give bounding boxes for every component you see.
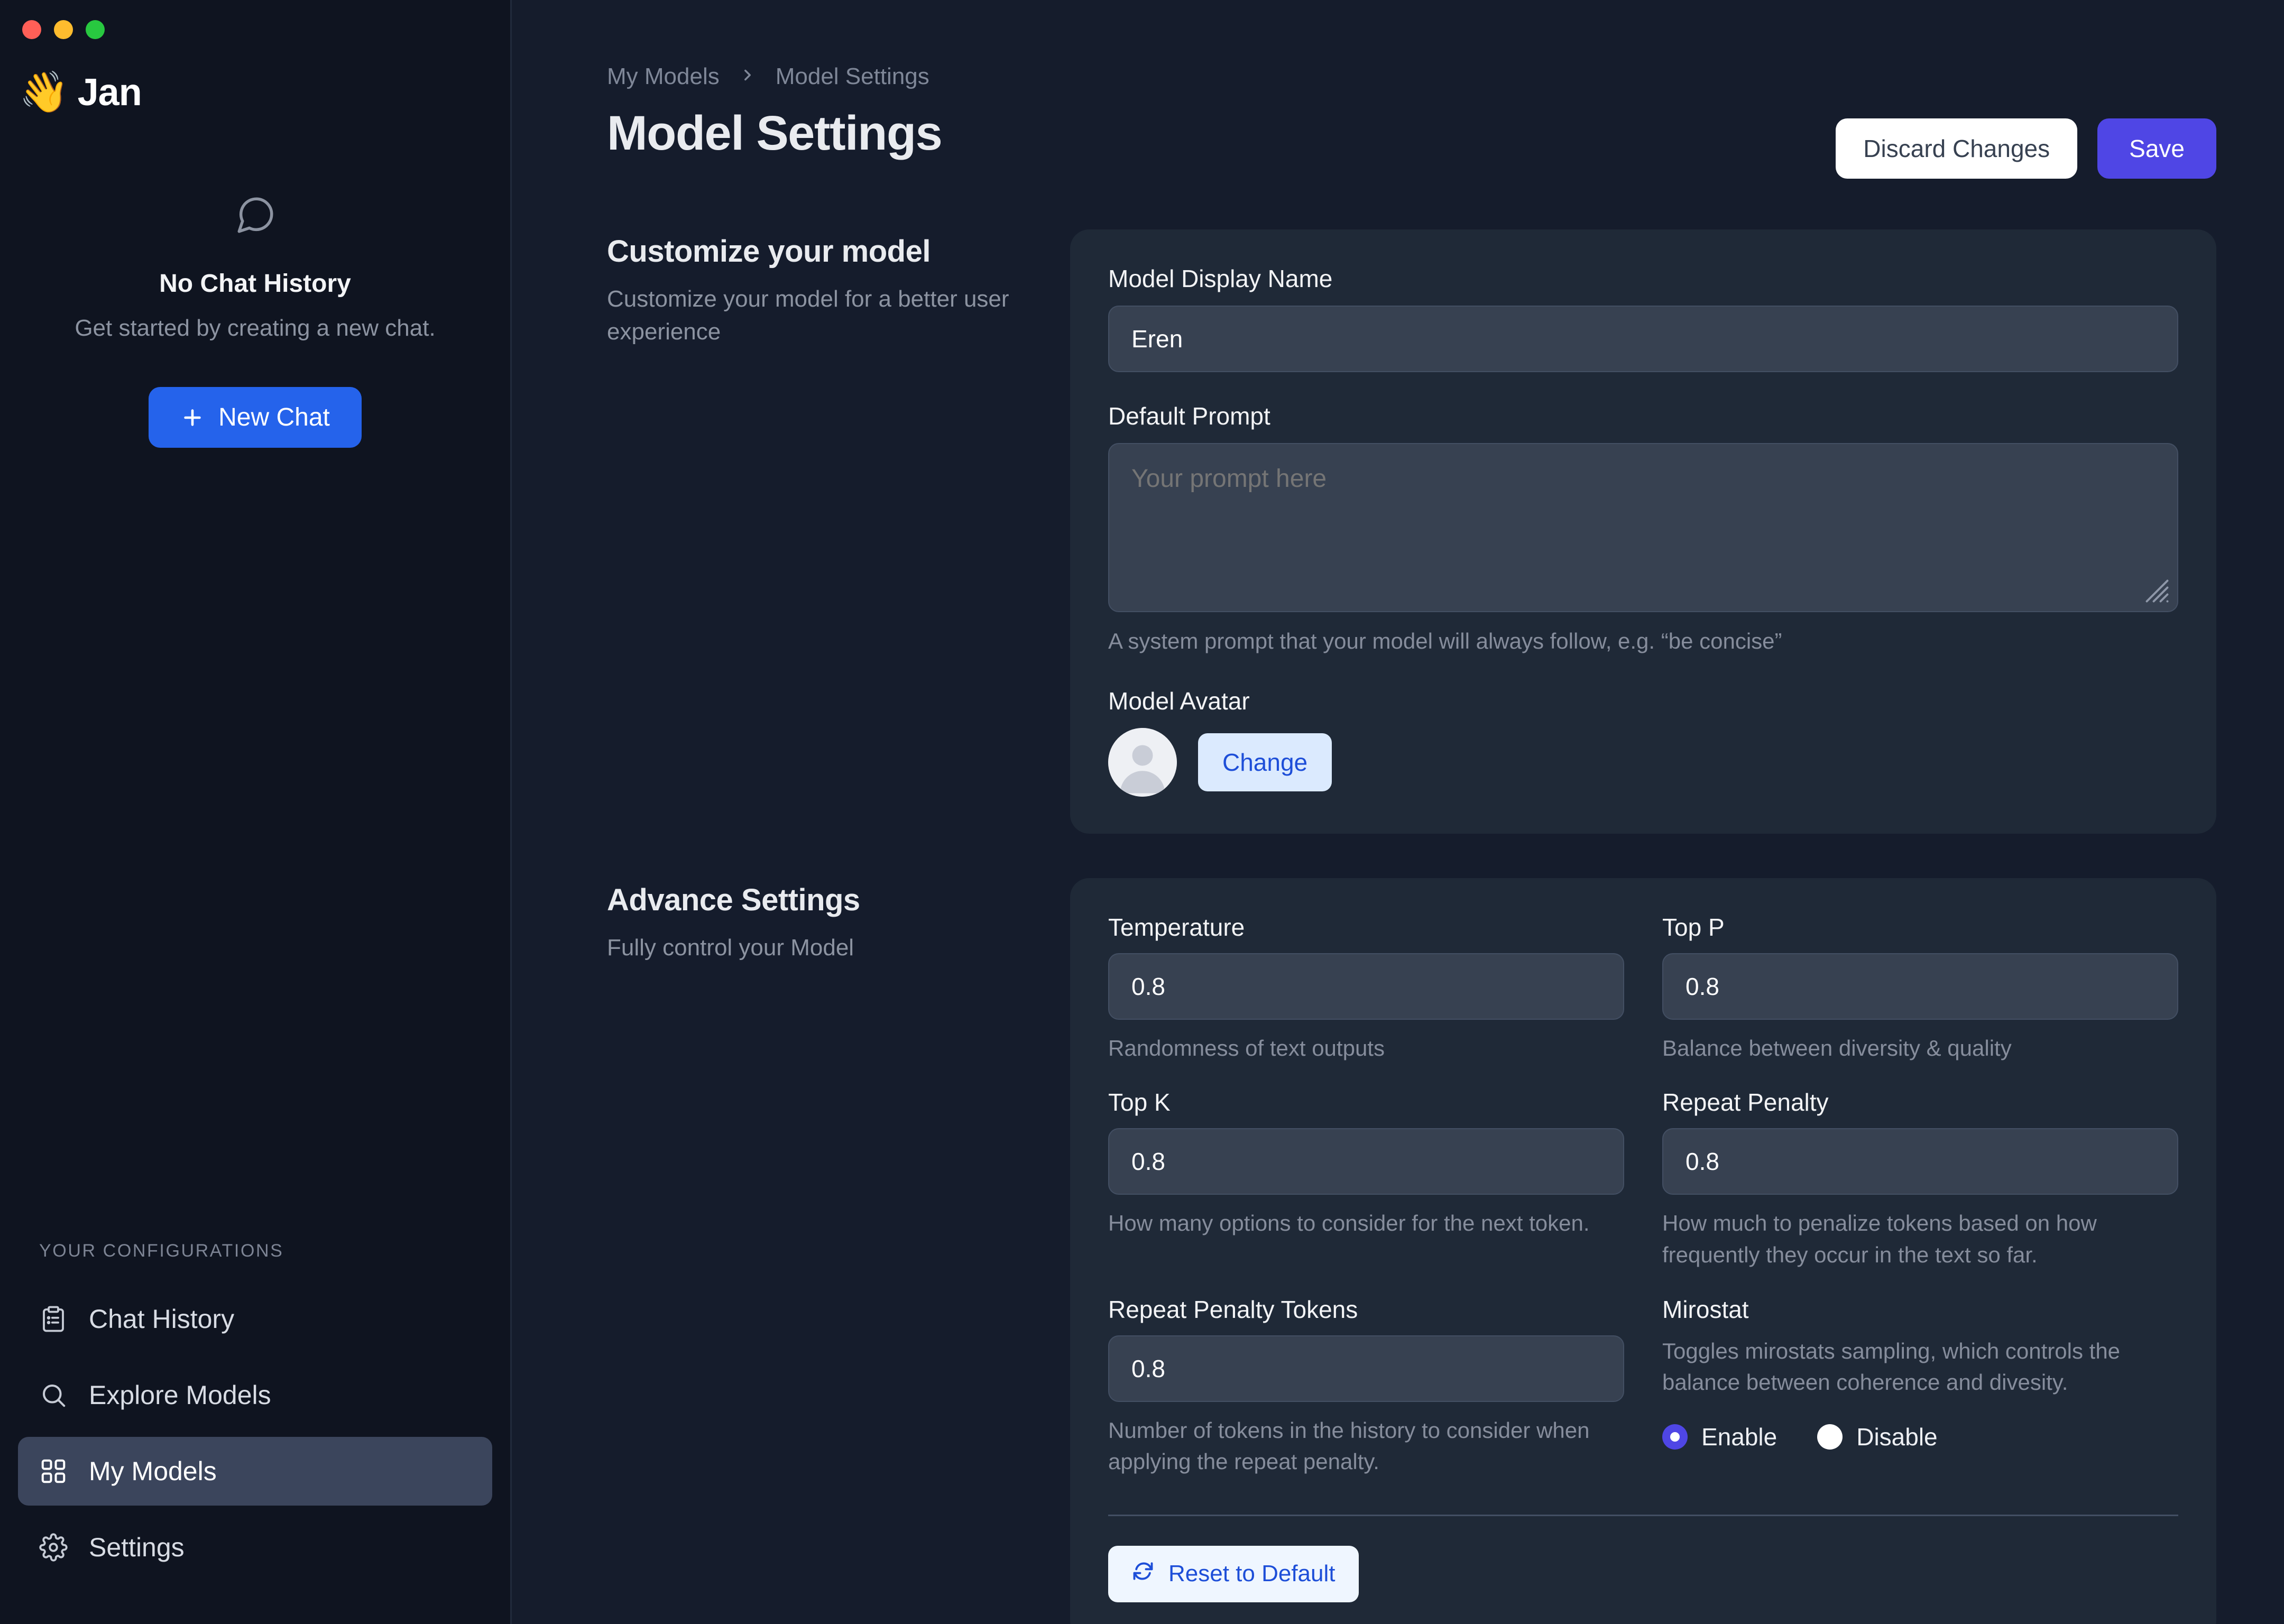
sidebar-footer: YOUR CONFIGURATIONS Chat History bbox=[0, 1241, 510, 1624]
reset-to-default-button[interactable]: Reset to Default bbox=[1108, 1545, 1359, 1602]
default-prompt-hint: A system prompt that your model will alw… bbox=[1108, 629, 1782, 653]
advance-settings-card: Temperature Randomness of text outputs T… bbox=[1070, 878, 2216, 1624]
waving-hand-icon: 👋 bbox=[19, 70, 69, 115]
new-chat-button[interactable]: New Chat bbox=[149, 387, 362, 448]
repeat-penalty-tokens-hint: Number of tokens in the history to consi… bbox=[1108, 1417, 1590, 1474]
default-prompt-field: Default Prompt A system prompt bbox=[1108, 402, 2178, 657]
page-title: Model Settings bbox=[607, 106, 943, 160]
window-traffic-lights bbox=[0, 0, 510, 39]
radio-unchecked-icon[interactable] bbox=[1817, 1424, 1843, 1450]
new-chat-label: New Chat bbox=[218, 403, 330, 431]
plus-icon bbox=[180, 405, 205, 430]
chevron-right-icon bbox=[739, 63, 757, 90]
search-icon bbox=[39, 1381, 68, 1409]
user-avatar-icon bbox=[1108, 727, 1177, 797]
customize-section-title: Customize your model bbox=[607, 234, 931, 269]
repeat-penalty-input[interactable] bbox=[1662, 1128, 2178, 1195]
default-prompt-textarea[interactable] bbox=[1108, 443, 2178, 612]
temperature-hint: Randomness of text outputs bbox=[1108, 1035, 1385, 1060]
empty-state-title: No Chat History bbox=[159, 270, 351, 298]
advance-settings-section: Advance Settings Fully control your Mode… bbox=[607, 878, 2216, 1624]
chat-bubble-icon bbox=[234, 193, 277, 239]
top-k-param: Top K How many options to consider for t… bbox=[1108, 1088, 1624, 1270]
customize-model-card: Model Display Name Default Prompt bbox=[1070, 229, 2216, 834]
top-p-input[interactable] bbox=[1662, 953, 2178, 1020]
default-prompt-label: Default Prompt bbox=[1108, 402, 1270, 430]
discard-changes-button[interactable]: Discard Changes bbox=[1836, 118, 2078, 179]
grid-squares-icon bbox=[39, 1457, 68, 1485]
card-divider bbox=[1108, 1514, 2178, 1516]
repeat-penalty-label: Repeat Penalty bbox=[1662, 1088, 1829, 1116]
mirostat-description: Toggles mirostats sampling, which contro… bbox=[1662, 1338, 2121, 1395]
sidebar-item-settings[interactable]: Settings bbox=[18, 1513, 492, 1582]
clipboard-list-icon bbox=[39, 1305, 68, 1333]
sidebar-item-my-models[interactable]: My Models bbox=[18, 1437, 492, 1506]
mirostat-radio-group: Enable Disable bbox=[1662, 1423, 2178, 1451]
top-p-param: Top P Balance between diversity & qualit… bbox=[1662, 913, 2178, 1064]
model-avatar-label: Model Avatar bbox=[1108, 687, 1250, 715]
sidebar-item-explore-models[interactable]: Explore Models bbox=[18, 1361, 492, 1429]
top-k-hint: How many options to consider for the nex… bbox=[1108, 1211, 1590, 1236]
maximize-window-button[interactable] bbox=[86, 20, 105, 39]
configurations-heading: YOUR CONFIGURATIONS bbox=[39, 1241, 284, 1261]
app-name: Jan bbox=[77, 71, 142, 114]
gear-icon bbox=[39, 1533, 68, 1562]
customize-section-description: Customize your model for a better user e… bbox=[607, 286, 1009, 345]
repeat-penalty-tokens-param: Repeat Penalty Tokens Number of tokens i… bbox=[1108, 1295, 1624, 1478]
model-display-name-input[interactable] bbox=[1108, 306, 2178, 372]
repeat-penalty-tokens-input[interactable] bbox=[1108, 1335, 1624, 1402]
change-avatar-button[interactable]: Change bbox=[1198, 733, 1332, 791]
breadcrumb-parent[interactable]: My Models bbox=[607, 63, 720, 89]
repeat-penalty-tokens-label: Repeat Penalty Tokens bbox=[1108, 1295, 1358, 1323]
save-button[interactable]: Save bbox=[2097, 118, 2216, 179]
refresh-icon bbox=[1131, 1560, 1155, 1589]
top-k-input[interactable] bbox=[1108, 1128, 1624, 1195]
breadcrumb: My Models Model Settings bbox=[607, 63, 2216, 90]
advance-section-title: Advance Settings bbox=[607, 882, 860, 917]
app-brand: 👋 Jan bbox=[0, 39, 510, 114]
top-p-label: Top P bbox=[1662, 913, 1725, 941]
close-window-button[interactable] bbox=[22, 20, 41, 39]
mirostat-enable-label: Enable bbox=[1701, 1423, 1778, 1451]
advance-section-description: Fully control your Model bbox=[607, 934, 854, 961]
sidebar-item-label: Settings bbox=[89, 1533, 185, 1562]
main-content: My Models Model Settings Model Settings … bbox=[512, 0, 2284, 1624]
advance-section-meta: Advance Settings Fully control your Mode… bbox=[607, 878, 1019, 1624]
reset-to-default-label: Reset to Default bbox=[1168, 1561, 1336, 1587]
breadcrumb-current: Model Settings bbox=[775, 63, 929, 89]
mirostat-label: Mirostat bbox=[1662, 1295, 1749, 1323]
mirostat-enable-option[interactable]: Enable bbox=[1662, 1423, 1777, 1451]
sidebar-item-label: My Models bbox=[89, 1456, 217, 1486]
minimize-window-button[interactable] bbox=[54, 20, 73, 39]
temperature-input[interactable] bbox=[1108, 953, 1624, 1020]
model-display-name-field: Model Display Name bbox=[1108, 264, 2178, 372]
repeat-penalty-param: Repeat Penalty How much to penalize toke… bbox=[1662, 1088, 2178, 1270]
sidebar-item-chat-history[interactable]: Chat History bbox=[18, 1285, 492, 1353]
sidebar: 👋 Jan No Chat History Get started by cre… bbox=[0, 0, 512, 1624]
model-display-name-label: Model Display Name bbox=[1108, 265, 1333, 292]
mirostat-disable-option[interactable]: Disable bbox=[1817, 1423, 1938, 1451]
parameters-grid: Temperature Randomness of text outputs T… bbox=[1108, 913, 2178, 1502]
customize-model-section: Customize your model Customize your mode… bbox=[607, 229, 2216, 834]
customize-section-meta: Customize your model Customize your mode… bbox=[607, 229, 1019, 834]
repeat-penalty-hint: How much to penalize tokens based on how… bbox=[1662, 1211, 2097, 1268]
mirostat-param: Mirostat Toggles mirostats sampling, whi… bbox=[1662, 1295, 2178, 1478]
avatar-row: Change bbox=[1108, 727, 2178, 797]
top-k-label: Top K bbox=[1108, 1088, 1171, 1116]
mirostat-disable-label: Disable bbox=[1856, 1423, 1938, 1451]
radio-checked-icon[interactable] bbox=[1662, 1424, 1688, 1450]
empty-state-subtitle: Get started by creating a new chat. bbox=[75, 315, 436, 341]
model-avatar-field: Model Avatar Change bbox=[1108, 687, 2178, 797]
temperature-param: Temperature Randomness of text outputs bbox=[1108, 913, 1624, 1064]
temperature-label: Temperature bbox=[1108, 913, 1245, 941]
chat-history-empty-state: No Chat History Get started by creating … bbox=[0, 193, 510, 448]
header-actions: Discard Changes Save bbox=[1836, 106, 2216, 179]
sidebar-item-label: Explore Models bbox=[89, 1380, 271, 1410]
top-p-hint: Balance between diversity & quality bbox=[1662, 1035, 2012, 1060]
sidebar-item-label: Chat History bbox=[89, 1304, 235, 1334]
page-header: Model Settings Discard Changes Save bbox=[607, 106, 2216, 179]
